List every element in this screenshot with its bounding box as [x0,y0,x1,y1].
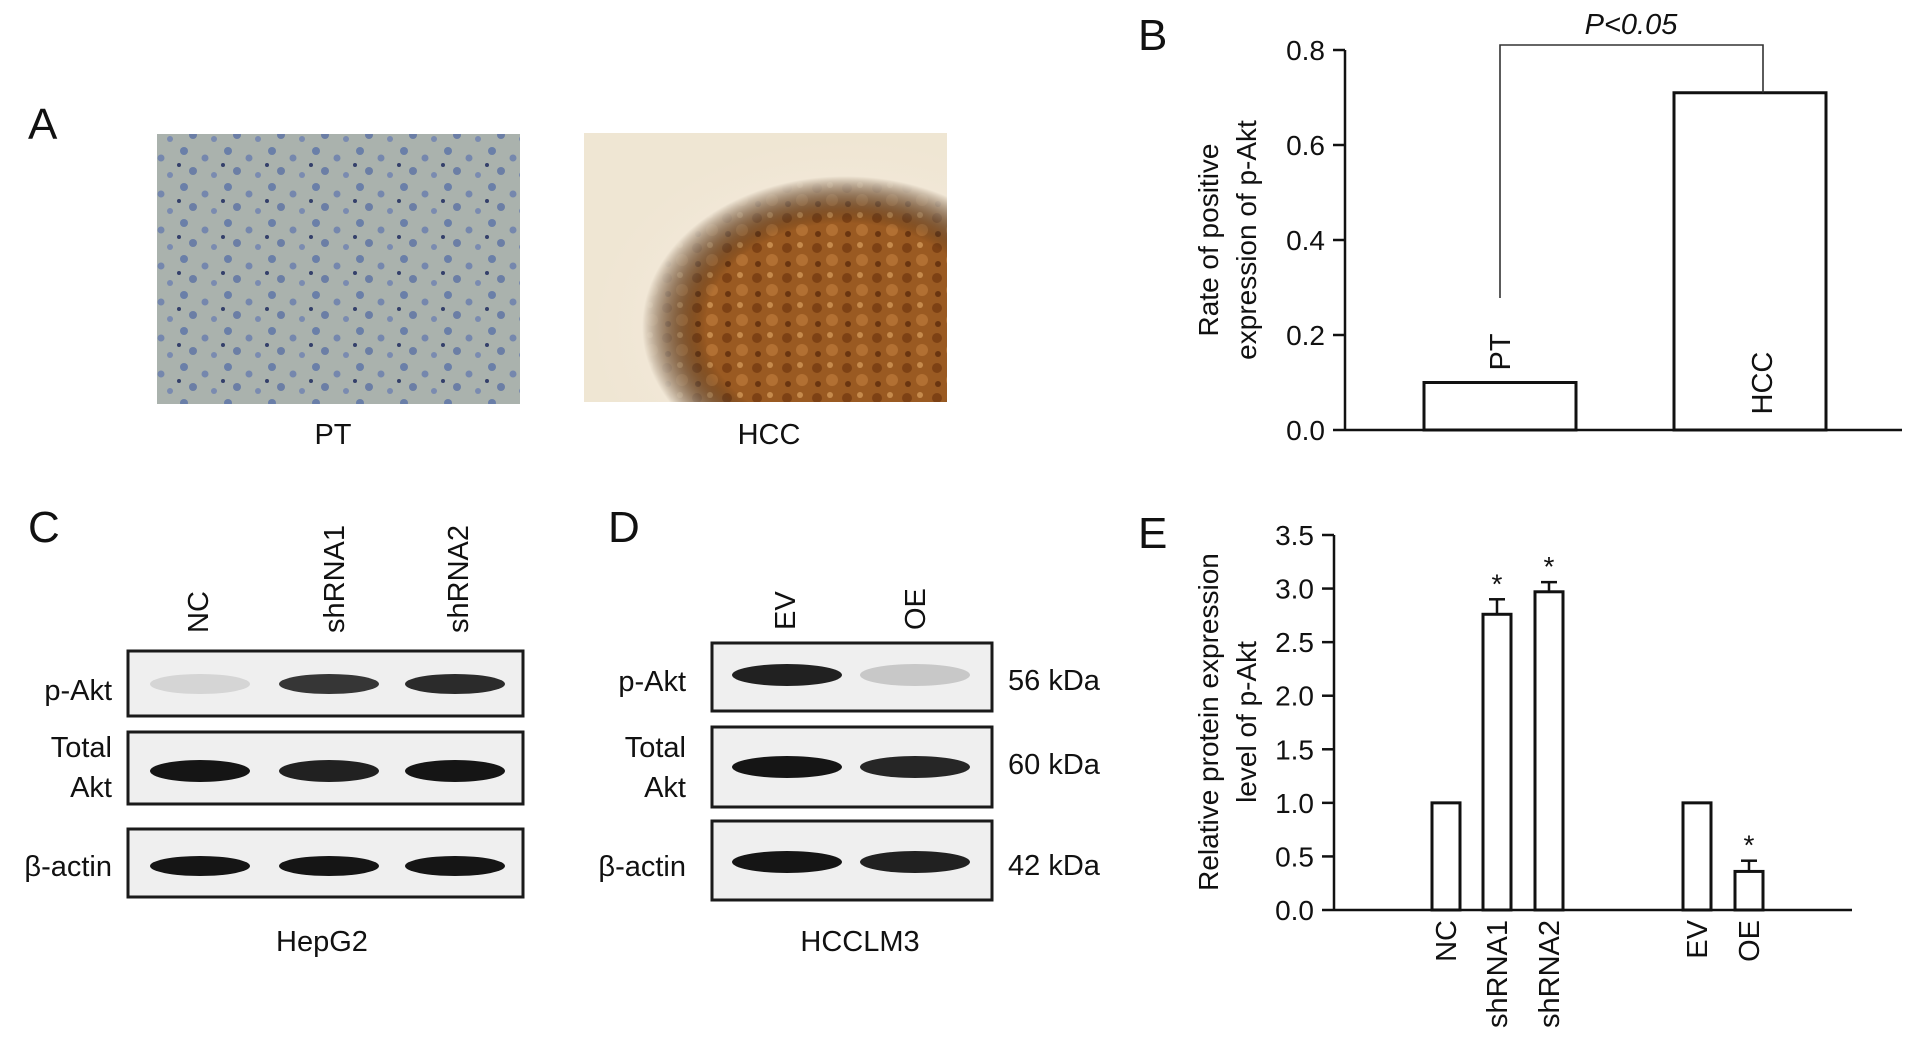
b-bar-label-pt: PT [1485,333,1517,370]
row-label-actin: β-actin [24,851,112,883]
lane-label-shrna1: shRNA1 [319,525,351,633]
e-bar-shrna2 [1533,590,1565,912]
e-xtick-label-nc: NC [1431,920,1463,962]
b-ylabel-line1: Rate of positive [1193,144,1224,337]
lane-label-oe: OE [900,588,932,630]
e-xtick-label-shrna1: shRNA1 [1482,920,1514,1028]
e-ytick-label: 2.0 [1275,681,1314,712]
e-ylabel-line1: Relative protein expression [1193,553,1224,891]
e-bar-nc [1430,801,1462,912]
b-bar-hcc [1672,91,1828,432]
b-bar-pt [1422,381,1578,432]
band-total-akt [405,760,505,782]
b-significance-label: P<0.05 [1585,9,1679,41]
band-actin [405,856,505,876]
band-actin [150,856,250,876]
row-label-akt: Akt [644,772,686,804]
panel-c-letter: C [28,503,60,552]
e-ytick-label: 2.5 [1275,627,1314,658]
e-ytick-label: 3.5 [1275,520,1314,551]
lane-label-nc: NC [183,591,215,633]
e-xtick-label-oe: OE [1734,920,1766,962]
band-total-akt [732,756,842,778]
blot-c: NC shRNA1 shRNA2 p-Akt Total Akt β-actin… [24,525,525,958]
b-ytick-label: 0.2 [1286,320,1325,351]
panel-e-letter: E [1138,509,1167,558]
e-bar-ev [1681,801,1713,912]
lane-label-ev: EV [770,591,802,630]
band-pakt [150,674,250,694]
pt-image-label: PT [314,419,351,451]
kda-label-total: 60 kDa [1008,749,1101,781]
band-total-akt [150,760,250,782]
e-ytick-label: 3.0 [1275,574,1314,605]
band-actin [732,851,842,873]
e-xtick-label-ev: EV [1682,919,1714,958]
e-bar-oe [1733,869,1765,912]
band-total-akt [279,760,379,782]
row-label-actin: β-actin [598,851,686,883]
e-significance-star-oe: * [1744,830,1755,861]
row-label-pakt: p-Akt [618,666,686,698]
e-significance-star-shrna2: * [1544,551,1555,582]
b-ylabel-line2: expression of p-Akt [1231,120,1262,360]
e-ylabel-line2: level of p-Akt [1231,641,1262,803]
b-bar-label-hcc: HCC [1747,352,1779,415]
panel-d-letter: D [608,503,640,552]
row-label-total: Total [51,732,112,764]
row-label-akt: Akt [70,772,112,804]
b-ytick-label: 0.6 [1286,130,1325,161]
e-ytick-label: 0.0 [1275,895,1314,926]
chart-e: 0.0 0.5 1.0 1.5 2.0 2.5 3.0 3.5 NC * shRNA1 * shRNA2… [1193,520,1852,1028]
e-significance-star-shrna1: * [1492,568,1503,599]
cell-line-hcclm3: HCCLM3 [800,926,919,958]
pt-micrograph [157,134,520,404]
e-ytick-label: 0.5 [1275,841,1314,872]
row-label-pakt: p-Akt [44,675,112,707]
e-ytick-label: 1.5 [1275,734,1314,765]
cell-line-hepg2: HepG2 [276,926,368,958]
hcc-micrograph [584,133,947,402]
e-ytick-label: 1.0 [1275,788,1314,819]
e-xtick-label-shrna2: shRNA2 [1534,920,1566,1028]
b-ytick-label: 0.8 [1286,35,1325,66]
band-actin [279,856,379,876]
bands-c [150,674,505,876]
hcc-image-label: HCC [738,419,801,451]
b-ytick-label: 0.4 [1286,225,1325,256]
row-label-total: Total [625,732,686,764]
band-pakt [860,664,970,686]
kda-label-actin: 42 kDa [1008,850,1101,882]
band-total-akt [860,756,970,778]
panel-b-letter: B [1138,11,1167,60]
b-significance-bracket [1499,44,1764,298]
bands-d [732,664,970,873]
blot-d: EV OE p-Akt Total Akt β-actin 56 kDa 60 … [598,588,1100,958]
kda-label-pakt: 56 kDa [1008,665,1101,697]
band-pakt [405,674,505,694]
chart-b: 0.0 0.2 0.4 0.6 0.8 PT HCC P<0.05 Rate of positi… [1193,9,1902,446]
e-bar-shrna1 [1481,612,1513,912]
lane-label-shrna2: shRNA2 [443,525,475,633]
panel-a-letter: A [28,100,58,149]
band-actin [860,851,970,873]
band-pakt [732,664,842,686]
band-pakt [279,674,379,694]
b-ytick-label: 0.0 [1286,415,1325,446]
